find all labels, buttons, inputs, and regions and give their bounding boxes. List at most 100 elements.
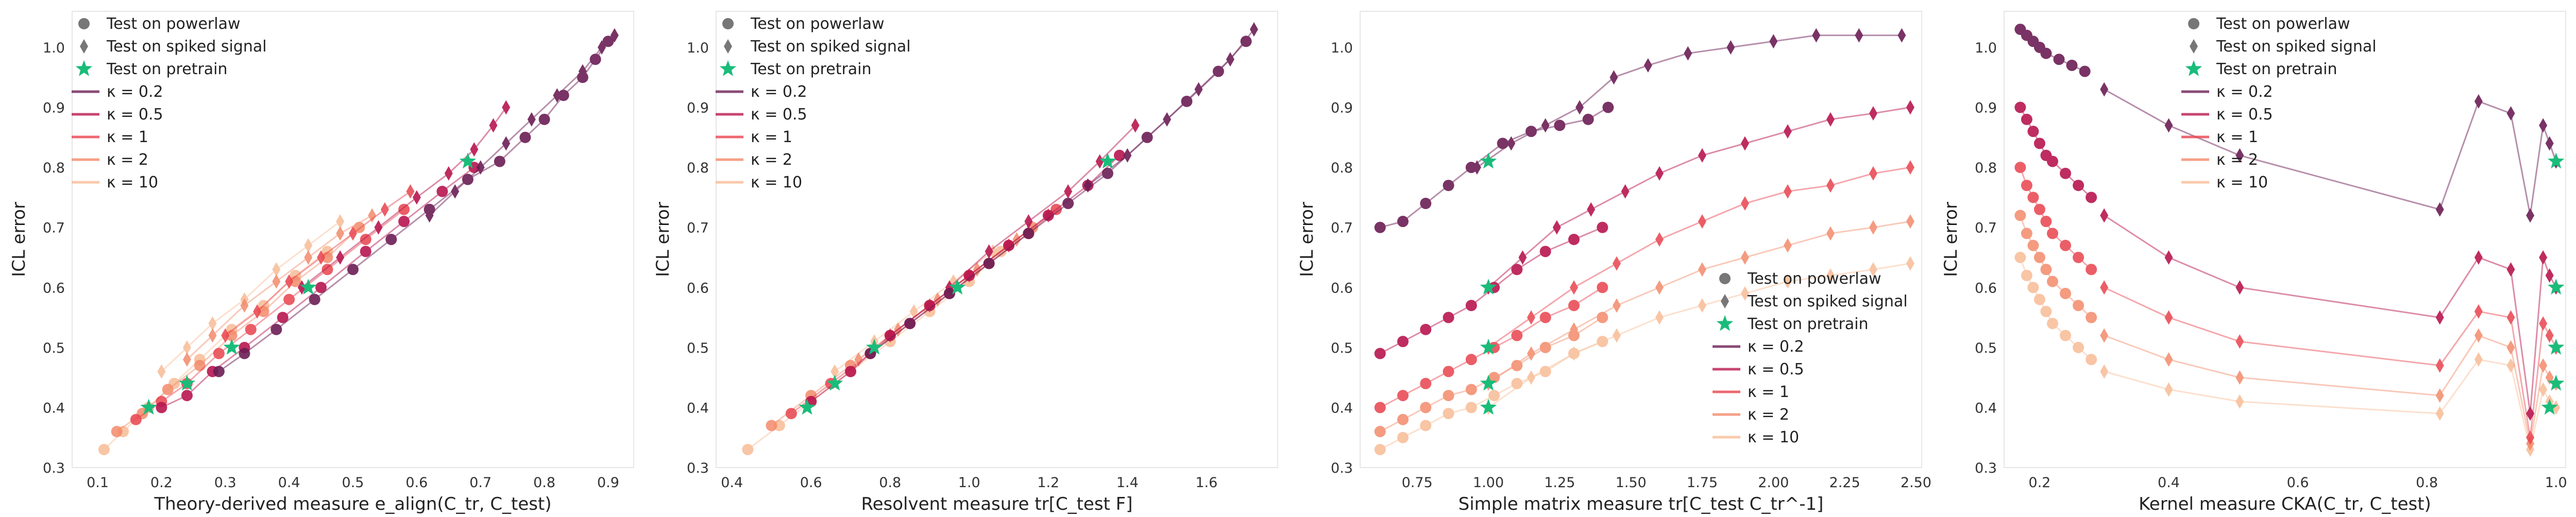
spiked-point <box>182 352 191 367</box>
chart-kernel-measure: 0.2 0.4 0.6 0.8 1.0 0.3 0.4 0.5 0.6 0.7 0.8 0.9 1.0 K… <box>1941 11 2567 514</box>
spiked-point <box>253 304 262 319</box>
powerlaw-point <box>213 348 225 359</box>
spiked-point <box>2164 352 2173 367</box>
powerlaw-point <box>436 185 448 197</box>
x-tick-label: 0.9 <box>597 475 619 491</box>
powerlaw-point <box>519 131 531 143</box>
y-tick-label: 0.3 <box>1975 460 1997 476</box>
powerlaw-point <box>1539 341 1551 353</box>
spiked-point <box>368 208 377 223</box>
powerlaw-point <box>1554 119 1566 131</box>
x-tick-label: 0.4 <box>2158 475 2180 491</box>
pretrain-star <box>1480 152 1497 169</box>
legend-label: κ = 0.2 <box>1748 338 1804 356</box>
powerlaw-point <box>1582 113 1594 125</box>
legend: Test on powerlaw Test on spiked signal Tes… <box>72 15 267 192</box>
powerlaw-point <box>111 426 123 438</box>
powerlaw-point <box>1597 221 1608 233</box>
powerlaw-point <box>494 156 505 167</box>
x-tick-label: 1.75 <box>1687 475 1718 491</box>
powerlaw-point <box>1597 282 1608 294</box>
series-line-powerlaw <box>1380 287 1603 408</box>
y-tick-label: 0.8 <box>43 160 65 176</box>
legend-label: κ = 10 <box>2216 174 2268 192</box>
x-tick-label: 1.00 <box>1473 475 1504 491</box>
spiked-point <box>2539 358 2548 373</box>
powerlaw-point <box>2046 156 2058 167</box>
series-line-spiked <box>2104 215 2557 414</box>
spiked-point <box>1826 226 1835 241</box>
y-tick-label: 0.8 <box>1331 160 1353 176</box>
spiked-point <box>598 40 606 55</box>
spiked-point <box>182 340 191 355</box>
powerlaw-point <box>2027 126 2039 137</box>
spiked-point <box>854 352 863 367</box>
powerlaw-point <box>245 323 257 335</box>
powerlaw-point <box>1597 336 1608 348</box>
spiked-point <box>2526 406 2535 421</box>
x-tick-label: 1.50 <box>1616 475 1647 491</box>
spiked-point <box>1612 298 1621 313</box>
legend: Test on powerlaw Test on spiked signal Tes… <box>1713 270 1908 446</box>
spiked-point <box>1698 214 1706 229</box>
pretrain-star <box>826 374 843 391</box>
legend-label: Test on powerlaw <box>750 15 885 33</box>
pretrain-star <box>1480 399 1497 415</box>
spiked-point <box>1194 82 1203 97</box>
legend: Test on powerlaw Test on spiked signal Tes… <box>2181 15 2377 192</box>
powerlaw-point <box>1568 300 1580 312</box>
y-tick-label: 0.5 <box>687 340 709 356</box>
spiked-point <box>1012 232 1021 247</box>
legend-label: Test on pretrain <box>106 60 228 78</box>
powerlaw-point <box>2073 251 2084 263</box>
y-tick-label: 0.3 <box>43 460 65 476</box>
series-line-spiked <box>2104 358 2557 450</box>
powerlaw-point <box>884 330 896 341</box>
legend-label: κ = 2 <box>107 151 148 169</box>
spiked-point <box>909 304 918 319</box>
powerlaw-point <box>321 251 333 263</box>
powerlaw-point <box>1420 402 1432 413</box>
powerlaw-point <box>1374 348 1386 359</box>
powerlaw-point <box>1465 384 1477 395</box>
powerlaw-point <box>2086 192 2097 203</box>
powerlaw-point <box>844 366 856 377</box>
powerlaw-point <box>943 287 955 299</box>
legend-powerlaw-marker <box>78 18 90 29</box>
powerlaw-point <box>385 234 397 245</box>
panel-simple-matrix-measure: 0.75 1.00 1.25 1.50 1.75 2.00 2.25 2.50 0.3 0.4 0.… <box>1288 0 1932 515</box>
plot-frame <box>716 11 1278 468</box>
spiked-point <box>412 190 421 205</box>
powerlaw-point <box>1374 402 1386 413</box>
x-tick-label: 0.3 <box>214 475 236 491</box>
x-tick-label: 2.25 <box>1829 475 1860 491</box>
x-tick-label: 2.00 <box>1758 475 1789 491</box>
legend-label: κ = 2 <box>2216 151 2258 169</box>
spiked-point <box>336 250 345 265</box>
series-kappa-2 <box>2014 210 2561 451</box>
powerlaw-point <box>1488 390 1500 402</box>
legend-spiked-marker <box>724 39 732 54</box>
powerlaw-point <box>1443 390 1454 402</box>
spiked-point <box>2474 352 2483 367</box>
powerlaw-point <box>1397 336 1409 348</box>
spiked-point <box>1655 310 1664 325</box>
powerlaw-point <box>1113 149 1125 161</box>
pretrain-star <box>459 152 477 169</box>
powerlaw-point <box>2086 264 2097 275</box>
legend-label: κ = 10 <box>107 174 158 192</box>
spiked-point <box>425 208 434 223</box>
spiked-point <box>2164 118 2173 133</box>
spiked-point <box>1906 160 1914 175</box>
spiked-point <box>336 214 345 229</box>
powerlaw-point <box>398 203 410 215</box>
powerlaw-point <box>2040 216 2052 228</box>
spiked-point <box>1826 112 1835 127</box>
spiked-point <box>374 220 383 235</box>
series-line-spiked <box>1488 107 1911 288</box>
powerlaw-point <box>1397 216 1409 228</box>
spiked-point <box>444 166 453 181</box>
powerlaw-point <box>1539 312 1551 323</box>
spiked-point <box>1783 238 1792 253</box>
legend-label: κ = 2 <box>751 151 792 169</box>
